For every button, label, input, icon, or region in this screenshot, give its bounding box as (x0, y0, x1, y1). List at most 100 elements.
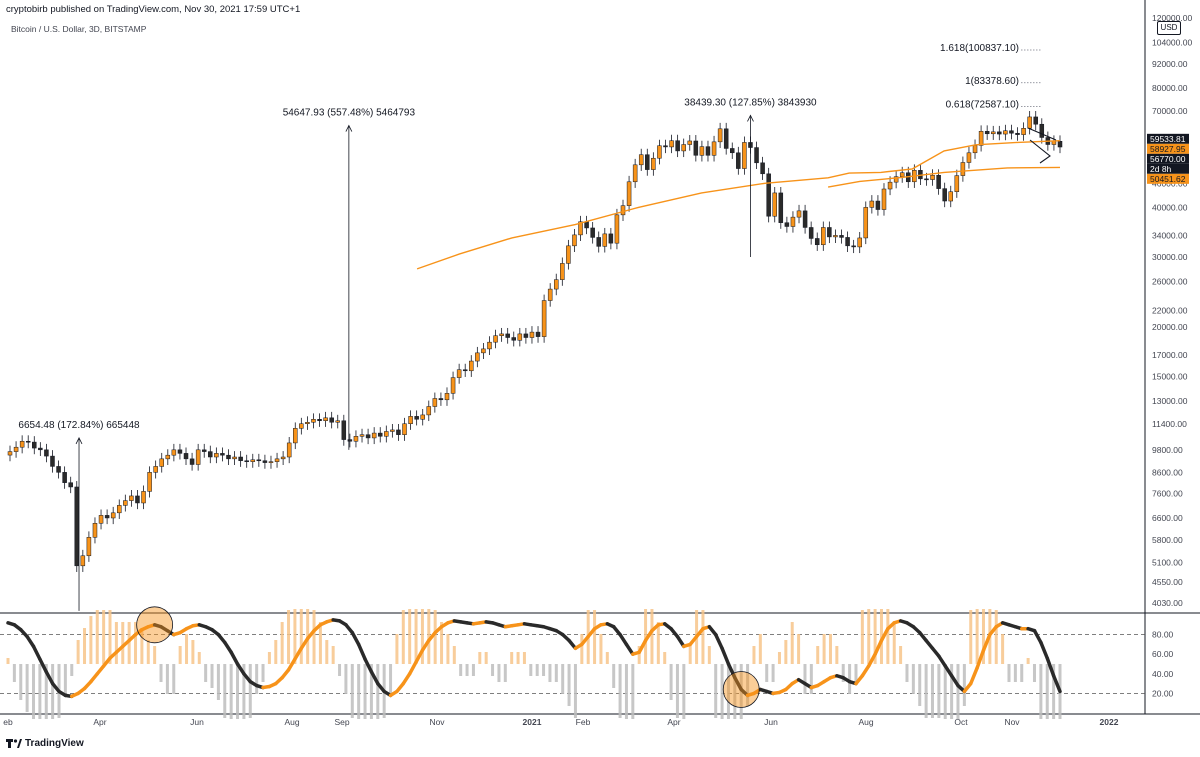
candle (614, 214, 620, 244)
candle (104, 515, 110, 519)
oscillator-line (31, 644, 42, 661)
price-tick-label: 8600.00 (1152, 467, 1183, 477)
price-tick-label: 30000.00 (1152, 252, 1188, 262)
price-tick-label: 4550.00 (1152, 577, 1183, 587)
oscillator-bar (612, 664, 616, 688)
candle (541, 300, 547, 337)
candle (936, 174, 941, 189)
candle (663, 145, 668, 148)
candle (772, 192, 777, 217)
moving-average-line-slow (827, 166, 1061, 188)
candle (329, 417, 334, 423)
oscillator-line (350, 630, 361, 647)
oscillator-line (1045, 656, 1056, 678)
oscillator-bar (376, 664, 380, 719)
candle (1057, 141, 1063, 148)
oscillator-bar (318, 622, 322, 664)
oscillator-bar (886, 609, 890, 664)
candle (98, 515, 104, 524)
oscillator-line (618, 632, 629, 647)
oscillator-tick-label: 40.00 (1152, 669, 1174, 679)
candle (92, 523, 98, 538)
oscillator-line (720, 646, 731, 666)
oscillator-bar (726, 664, 730, 719)
candle (1021, 128, 1026, 135)
arrow-head-icon (747, 114, 754, 122)
footer-brand[interactable]: TradingView (6, 738, 84, 749)
candle (13, 446, 19, 452)
candle (299, 423, 304, 429)
oscillator-bar (510, 652, 514, 664)
candle (220, 453, 225, 456)
oscillator-bar (918, 664, 922, 706)
candle (493, 335, 498, 343)
price-tag-label: 56770.00 (1150, 154, 1186, 164)
candle (839, 235, 844, 238)
candle (590, 227, 595, 238)
price-tag (1147, 153, 1189, 164)
oscillator-line (733, 675, 743, 692)
oscillator-bar (644, 609, 648, 664)
candle (311, 419, 316, 423)
oscillator-tick-label: 60.00 (1152, 649, 1174, 659)
candle (50, 455, 55, 467)
oscillator-bar (369, 664, 373, 719)
measure-label: 6654.48 (172.84%) 665448 (18, 420, 140, 431)
candle (80, 555, 86, 567)
candle (608, 233, 614, 244)
candle (560, 263, 565, 280)
price-tick-label: 5100.00 (1152, 557, 1183, 567)
candle (396, 429, 401, 435)
oscillator-bar (733, 664, 737, 719)
oscillator-line (866, 652, 877, 668)
candle (456, 369, 462, 378)
candle (802, 210, 808, 228)
oscillator-bar (433, 610, 437, 664)
oscillator-bar (911, 664, 915, 694)
oscillator-bar (554, 664, 558, 682)
oscillator-line (675, 634, 686, 649)
oscillator-bar (465, 664, 469, 676)
oscillator-bar (542, 664, 546, 676)
candle (845, 237, 850, 247)
candle (226, 454, 231, 460)
candle (572, 234, 577, 247)
oscillator-bar (70, 664, 74, 676)
candle (887, 181, 893, 190)
oscillator-bar (389, 664, 393, 694)
oscillator-bar (924, 664, 928, 718)
candle (596, 237, 601, 247)
time-tick-label: Apr (93, 717, 106, 727)
candle (669, 140, 674, 148)
oscillator-line (363, 657, 374, 674)
candle (730, 148, 735, 154)
price-tick-label: 6600.00 (1152, 513, 1183, 523)
oscillator-bar (790, 622, 794, 664)
candle (159, 458, 164, 467)
oscillator-line (975, 648, 986, 670)
oscillator-line (44, 670, 55, 686)
oscillator-bar (746, 664, 750, 706)
candle (32, 441, 37, 449)
oscillator-bar (159, 664, 163, 682)
candle (426, 406, 432, 416)
candle (984, 131, 990, 135)
oscillator-bar (854, 664, 858, 682)
candle (966, 152, 972, 163)
oscillator-line (293, 646, 304, 661)
oscillator-bar (535, 664, 539, 676)
oscillator-bar (25, 664, 29, 712)
time-tick-label: Jun (190, 717, 204, 727)
price-tick-label: 92000.00 (1152, 59, 1188, 69)
oscillator-bar (758, 634, 762, 664)
candle (25, 440, 31, 443)
oscillator-bar (76, 640, 80, 664)
oscillator-bar (497, 664, 501, 682)
oscillator-bar (943, 664, 947, 719)
oscillator-bar (656, 622, 660, 664)
currency-badge[interactable]: USD (1157, 21, 1181, 35)
candle (238, 456, 243, 461)
oscillator-bar (280, 622, 284, 664)
oscillator-bar (701, 610, 705, 664)
